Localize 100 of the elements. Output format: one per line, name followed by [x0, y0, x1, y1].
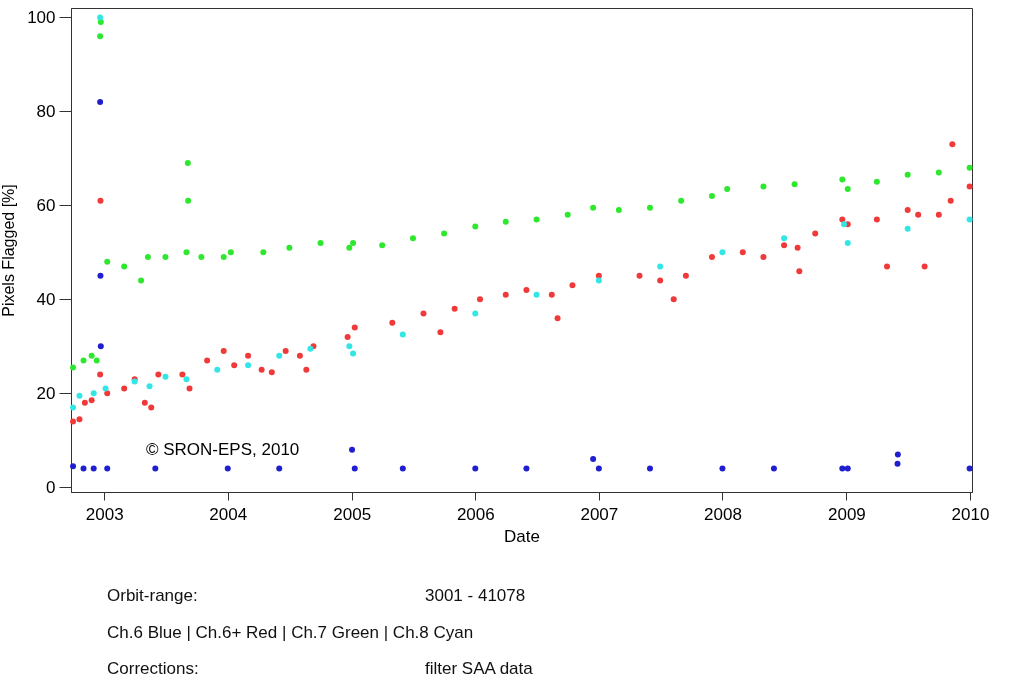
point [184, 160, 191, 167]
point [794, 244, 801, 251]
point [220, 348, 227, 355]
x-tick-label: 2007 [580, 504, 619, 524]
y-tick-label: 100 [27, 7, 56, 27]
point [523, 465, 530, 472]
y-tick-label: 20 [36, 383, 56, 403]
point [935, 211, 942, 218]
point [389, 319, 396, 326]
point [915, 211, 922, 218]
point [183, 376, 190, 383]
point [760, 183, 767, 190]
point [523, 286, 530, 293]
point [791, 181, 798, 188]
point [97, 197, 104, 204]
point [146, 383, 153, 390]
point [102, 385, 109, 392]
point [70, 404, 77, 411]
point [286, 244, 293, 251]
point [554, 315, 561, 322]
point [904, 225, 911, 232]
point [179, 371, 186, 378]
point [781, 235, 788, 242]
point [97, 14, 104, 21]
point [276, 352, 283, 359]
point [97, 98, 104, 105]
text: Ch.6 Blue | Ch.6+ Red | Ch.7 Green | Ch.8 Cyan [107, 623, 474, 643]
point [97, 371, 104, 378]
point [346, 343, 353, 350]
point [966, 164, 973, 171]
point [93, 357, 100, 364]
point [420, 310, 427, 317]
point [844, 465, 851, 472]
point [839, 216, 846, 223]
point [564, 211, 571, 218]
point [781, 242, 788, 249]
point [873, 216, 880, 223]
point [162, 254, 169, 261]
text: Corrections: [107, 659, 199, 679]
point [682, 272, 689, 279]
text: filter SAA data [425, 659, 533, 679]
point [502, 218, 509, 225]
point [647, 465, 653, 472]
point [303, 366, 310, 373]
point [186, 385, 193, 392]
point [346, 244, 353, 251]
point [227, 249, 234, 256]
point [590, 204, 597, 211]
point [183, 249, 190, 256]
point [80, 465, 87, 472]
point [533, 216, 540, 223]
point [770, 465, 777, 472]
point [220, 254, 227, 261]
point [70, 364, 77, 371]
text: 3001 - 41078 [425, 586, 526, 606]
point [472, 465, 479, 472]
point [636, 272, 643, 279]
point [409, 235, 416, 242]
point [935, 169, 942, 176]
x-tick-label: 2009 [827, 504, 866, 524]
point [245, 352, 252, 359]
text: Orbit-range: [107, 586, 198, 606]
point [350, 350, 357, 357]
point [615, 207, 622, 214]
point [595, 465, 602, 472]
point [80, 357, 87, 364]
point [141, 399, 148, 406]
point [670, 296, 677, 303]
point [276, 465, 283, 472]
point [437, 329, 444, 336]
point [104, 465, 111, 472]
point [148, 404, 155, 411]
point [595, 272, 602, 279]
point [90, 390, 97, 397]
point [590, 456, 597, 463]
point [844, 239, 851, 246]
point [966, 183, 973, 190]
point [97, 272, 104, 279]
point [351, 465, 358, 472]
x-tick-label: 2003 [85, 504, 124, 524]
point [441, 230, 448, 237]
x-tick-label: 2006 [456, 504, 495, 524]
point [214, 366, 221, 373]
x-tick-label: 2004 [209, 504, 248, 524]
point [839, 176, 846, 183]
point [282, 348, 289, 355]
point [921, 263, 928, 270]
point [477, 296, 484, 303]
point [724, 185, 731, 192]
point [296, 352, 303, 359]
point [198, 254, 205, 261]
point [317, 239, 324, 246]
point [894, 460, 901, 467]
point [155, 371, 162, 378]
point [185, 197, 192, 204]
point [760, 254, 767, 261]
point [258, 366, 265, 373]
point [97, 33, 104, 40]
point [97, 343, 104, 350]
point [104, 258, 111, 265]
